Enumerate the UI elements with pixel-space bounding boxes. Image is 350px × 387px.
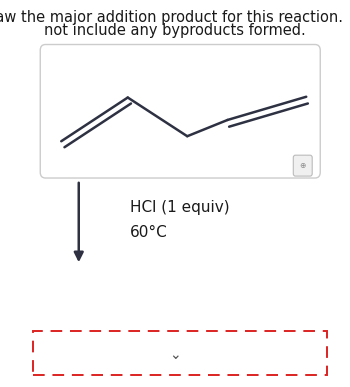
Bar: [33, 331, 327, 375]
FancyBboxPatch shape: [40, 45, 320, 178]
Text: Draw the major addition product for this reaction.  Do: Draw the major addition product for this…: [0, 10, 350, 25]
Text: 60°C: 60°C: [130, 225, 167, 240]
Text: HCl (1 equiv): HCl (1 equiv): [130, 200, 229, 214]
Text: ⌄: ⌄: [169, 348, 181, 362]
Text: not include any byproducts formed.: not include any byproducts formed.: [44, 24, 306, 38]
Text: ⊕: ⊕: [300, 161, 306, 170]
FancyBboxPatch shape: [293, 155, 312, 176]
